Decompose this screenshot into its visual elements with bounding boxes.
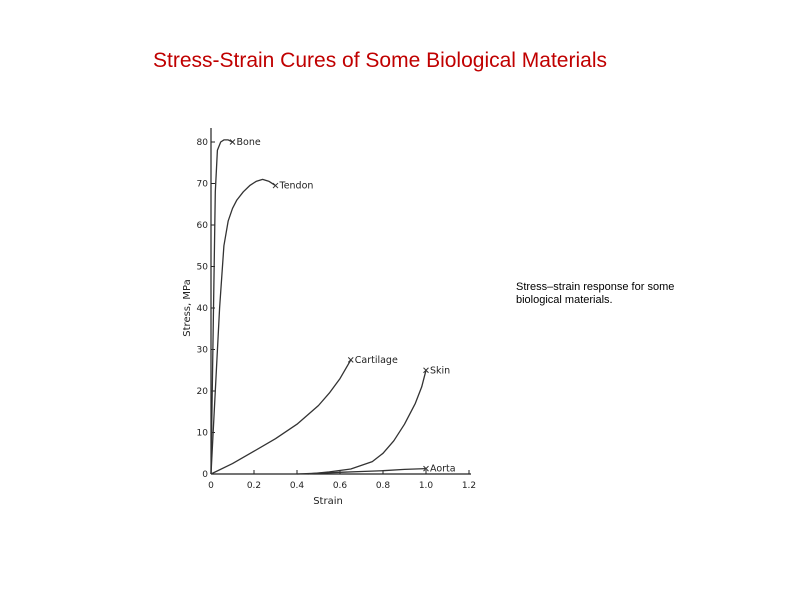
series-label-cartilage: Cartilage [355, 355, 398, 366]
x-tick-label: 0.6 [333, 481, 348, 491]
series-label-bone: Bone [237, 137, 261, 148]
series-line-cartilage [210, 359, 352, 475]
y-tick-label: 0 [202, 470, 208, 480]
y-tick-label: 20 [197, 387, 209, 397]
y-tick-label: 70 [197, 180, 209, 190]
x-tick-label: 0.8 [376, 481, 391, 491]
series-line-bone [210, 139, 233, 475]
x-tick-label: 1.2 [462, 481, 476, 491]
y-axis-label: Stress, MPa [182, 279, 193, 336]
series-end-marker-cartilage [347, 357, 354, 363]
series-end-marker-bone [229, 139, 236, 145]
series-end-marker-skin [423, 367, 429, 374]
series-end-marker-aorta [423, 465, 429, 472]
y-tick-label: 60 [197, 221, 209, 231]
series-label-skin: Skin [430, 365, 450, 376]
y-tick-label: 50 [197, 263, 209, 273]
series-line-aorta [296, 467, 427, 475]
series-line-skin [307, 370, 427, 475]
x-tick-label: 0.4 [290, 481, 305, 491]
figure-caption: Stress–strain response for some biologic… [516, 281, 675, 306]
y-tick-label: 10 [197, 429, 209, 439]
y-tick-label: 30 [197, 346, 209, 356]
x-axis-label: Strain [313, 496, 343, 507]
series-label-tendon: Tendon [279, 181, 314, 192]
slide-title: Stress-Strain Cures of Some Biological M… [152, 49, 607, 72]
series-end-marker-tendon [272, 182, 279, 189]
y-tick-label: 40 [197, 304, 209, 314]
y-tick-label: 80 [197, 138, 209, 148]
x-tick-label: 0 [208, 481, 214, 491]
series-label-aorta: Aorta [430, 464, 456, 475]
series-line-tendon [210, 178, 276, 475]
x-tick-label: 0.2 [247, 481, 261, 491]
x-tick-label: 1.0 [419, 481, 434, 491]
